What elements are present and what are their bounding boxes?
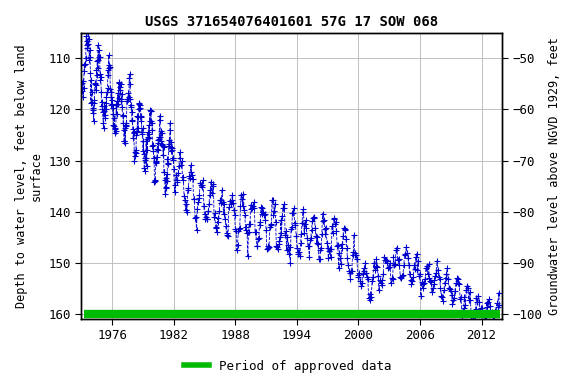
Y-axis label: Groundwater level above NGVD 1929, feet: Groundwater level above NGVD 1929, feet bbox=[548, 37, 561, 315]
Title: USGS 371654076401601 57G 17 SOW 068: USGS 371654076401601 57G 17 SOW 068 bbox=[145, 15, 438, 29]
Y-axis label: Depth to water level, feet below land
surface: Depth to water level, feet below land su… bbox=[15, 44, 43, 308]
Legend: Period of approved data: Period of approved data bbox=[179, 355, 397, 378]
